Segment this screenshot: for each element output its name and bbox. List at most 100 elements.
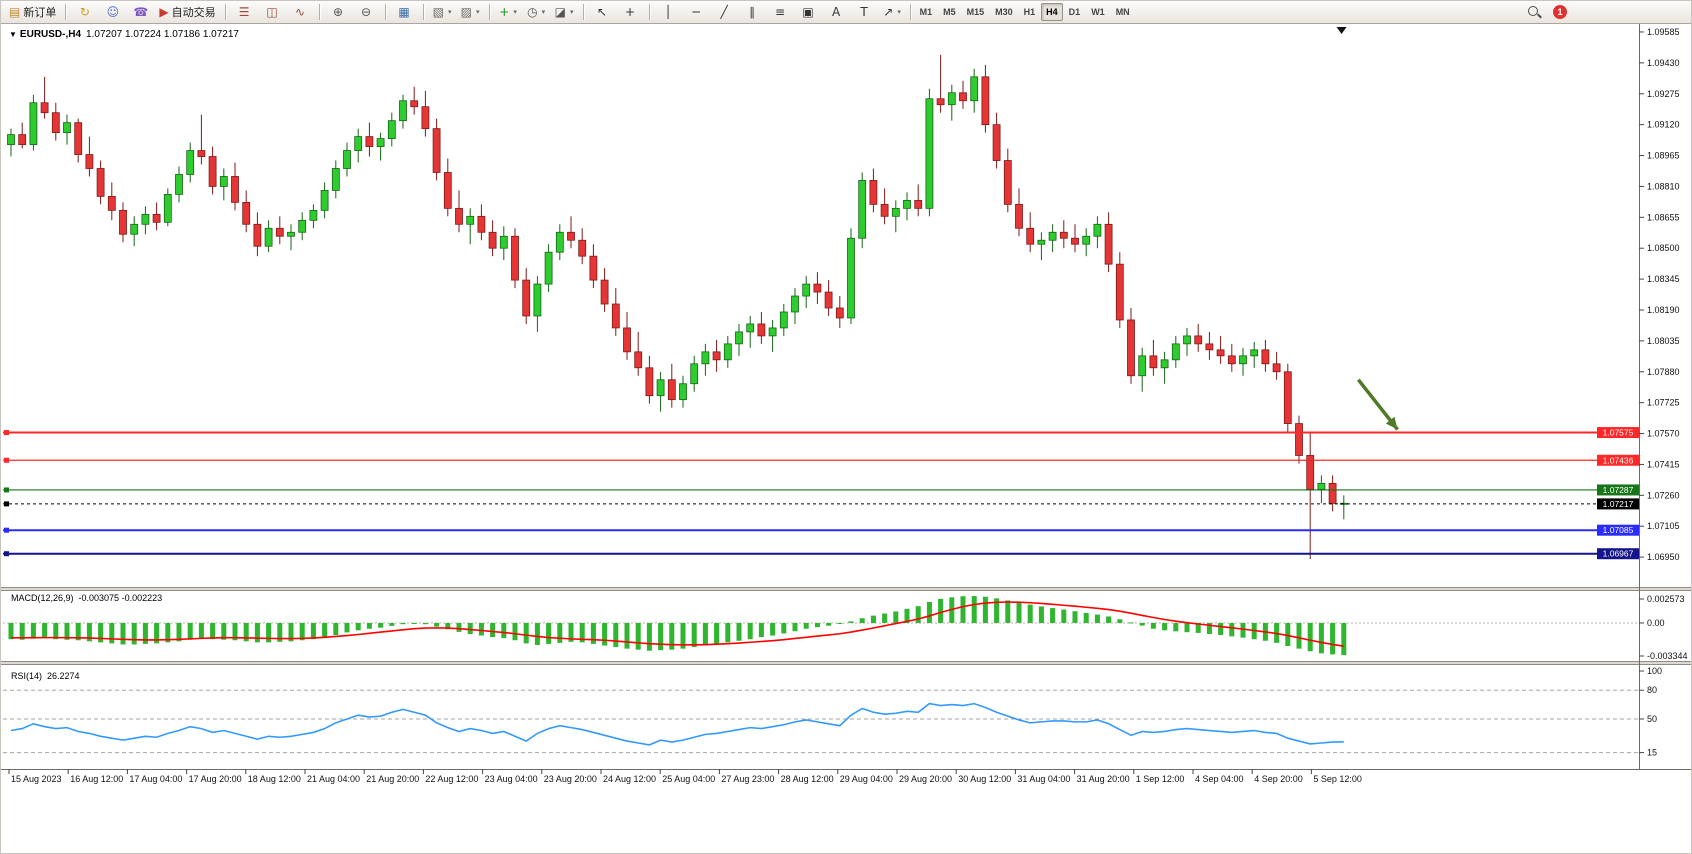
- candle: [1171, 335, 1180, 368]
- level-handle[interactable]: [4, 551, 9, 557]
- channel-tool-button[interactable]: ∥: [739, 2, 766, 23]
- trendline-tool-button[interactable]: ╱: [711, 2, 738, 23]
- templates-button[interactable]: ◪ ▾: [551, 2, 578, 23]
- macd-histogram-bar: [602, 622, 608, 646]
- indicators-button[interactable]: + ▾: [495, 2, 522, 23]
- auto-trading-label: 自动交易: [171, 7, 216, 19]
- zoom-in-button[interactable]: ⊕: [325, 2, 352, 23]
- arrows-tool-button[interactable]: ↗ ▾: [879, 2, 906, 23]
- macd-histogram-bar: [389, 622, 395, 626]
- price-tick-label: 1.09120: [1647, 120, 1680, 130]
- macd-histogram-bar: [579, 622, 585, 643]
- text-tool-button[interactable]: A: [823, 2, 850, 23]
- macd-histogram-bar: [882, 613, 888, 623]
- candlestick-chart-button[interactable]: ◫: [259, 2, 286, 23]
- periods-button[interactable]: ◷ ▾: [523, 2, 550, 23]
- macd-histogram-bar: [837, 622, 843, 625]
- timeframe-W1[interactable]: W1: [1091, 7, 1105, 17]
- macd-histogram-bar: [456, 622, 462, 632]
- panel-separator[interactable]: [1, 587, 1692, 591]
- arrow-annotation-head: [1385, 416, 1398, 430]
- symbol-collapse-icon[interactable]: ▼: [9, 30, 17, 39]
- profile-button[interactable]: ☺: [99, 2, 126, 23]
- timeframe-MN[interactable]: MN: [1115, 7, 1130, 17]
- macd-histogram-bar: [1285, 622, 1291, 647]
- panel-separator[interactable]: [1, 661, 1692, 665]
- candle: [1003, 148, 1012, 213]
- level-handle[interactable]: [4, 487, 9, 493]
- macd-histogram-bar: [938, 598, 944, 623]
- rsi-level-label: 50: [1647, 714, 1657, 724]
- line-chart-button[interactable]: ∿: [287, 2, 314, 23]
- time-axis-label: 22 Aug 12:00: [425, 774, 478, 784]
- new-chart-button[interactable]: ▧ ▾: [429, 2, 456, 23]
- candle: [936, 54, 945, 113]
- time-scale[interactable]: [1, 770, 1691, 792]
- candle: [7, 128, 15, 157]
- auto-trading-button[interactable]: ▶ 自动交易: [155, 2, 219, 23]
- macd-histogram-bar: [434, 622, 440, 627]
- timeframe-M5[interactable]: M5: [943, 7, 956, 17]
- macd-histogram-bar: [254, 622, 260, 643]
- profiles-button[interactable]: ▨ ▾: [457, 2, 484, 23]
- macd-histogram-bar: [400, 622, 406, 625]
- chart-shift-button[interactable]: ↻: [71, 2, 98, 23]
- timeframe-M15[interactable]: M15: [966, 7, 985, 17]
- level-handle[interactable]: [4, 527, 9, 533]
- search-icon[interactable]: [1528, 5, 1541, 19]
- macd-histogram-bar: [42, 622, 48, 639]
- text-tool-icon: A: [831, 5, 841, 19]
- time-axis-label: 31 Aug 20:00: [1077, 774, 1130, 784]
- macd-scale-label: -0.003344: [1647, 651, 1688, 661]
- timeframe-D1[interactable]: D1: [1068, 7, 1081, 17]
- macd-histogram-bar: [848, 621, 854, 623]
- candle: [835, 296, 844, 328]
- shapes-tool-button[interactable]: ▣: [795, 2, 822, 23]
- time-axis-label: 29 Aug 20:00: [899, 774, 952, 784]
- bar-chart-button[interactable]: ☰: [231, 2, 258, 23]
- macd-histogram-bar: [1341, 622, 1347, 656]
- chart-shift-icon: ↻: [79, 5, 90, 19]
- toolbar-separator: [909, 4, 911, 20]
- candle: [768, 319, 777, 352]
- cursor-button[interactable]: ↖: [589, 2, 616, 23]
- timeframe-M1[interactable]: M1: [919, 7, 933, 17]
- toolbar-separator: [422, 4, 424, 20]
- zoom-out-button[interactable]: ⊖: [353, 2, 380, 23]
- fibonacci-tool-button[interactable]: ≡: [767, 2, 794, 23]
- candle: [1048, 224, 1057, 253]
- price-scale[interactable]: [1640, 23, 1691, 769]
- macd-histogram-bar: [826, 622, 832, 626]
- candle: [903, 192, 911, 221]
- tile-windows-button[interactable]: ▦: [391, 2, 418, 23]
- new-order-button[interactable]: ▤ 新订单: [5, 2, 60, 23]
- candle: [107, 182, 116, 221]
- horizontal-line-tool-button[interactable]: ─: [683, 2, 710, 23]
- candle: [18, 122, 27, 149]
- timeframe-H1[interactable]: H1: [1023, 7, 1036, 17]
- toolbar-separator: [648, 4, 650, 20]
- macd-histogram-bar: [859, 618, 865, 623]
- candle: [40, 76, 49, 119]
- label-tool-button[interactable]: T: [851, 2, 878, 23]
- time-axis-label: 17 Aug 04:00: [129, 774, 182, 784]
- level-handle[interactable]: [4, 430, 9, 436]
- candle: [163, 188, 172, 227]
- chart-shift-marker[interactable]: [1336, 27, 1347, 34]
- notification-badge[interactable]: 1: [1553, 5, 1567, 19]
- time-axis-label: 31 Aug 04:00: [1017, 774, 1070, 784]
- vertical-line-tool-button[interactable]: │: [655, 2, 682, 23]
- level-handle[interactable]: [4, 457, 9, 463]
- timeframe-H4[interactable]: H4: [1041, 3, 1063, 21]
- support-button[interactable]: ☎: [127, 2, 154, 23]
- toolbar-separator: [224, 4, 226, 20]
- level-handle[interactable]: [4, 501, 9, 507]
- price-level-label: [1597, 427, 1639, 439]
- macd-histogram-bar: [64, 622, 70, 640]
- dropdown-arrow-icon: ▾: [475, 9, 480, 16]
- crosshair-button[interactable]: +: [617, 2, 644, 23]
- macd-histogram-bar: [86, 622, 92, 642]
- timeframe-M30[interactable]: M30: [995, 7, 1013, 17]
